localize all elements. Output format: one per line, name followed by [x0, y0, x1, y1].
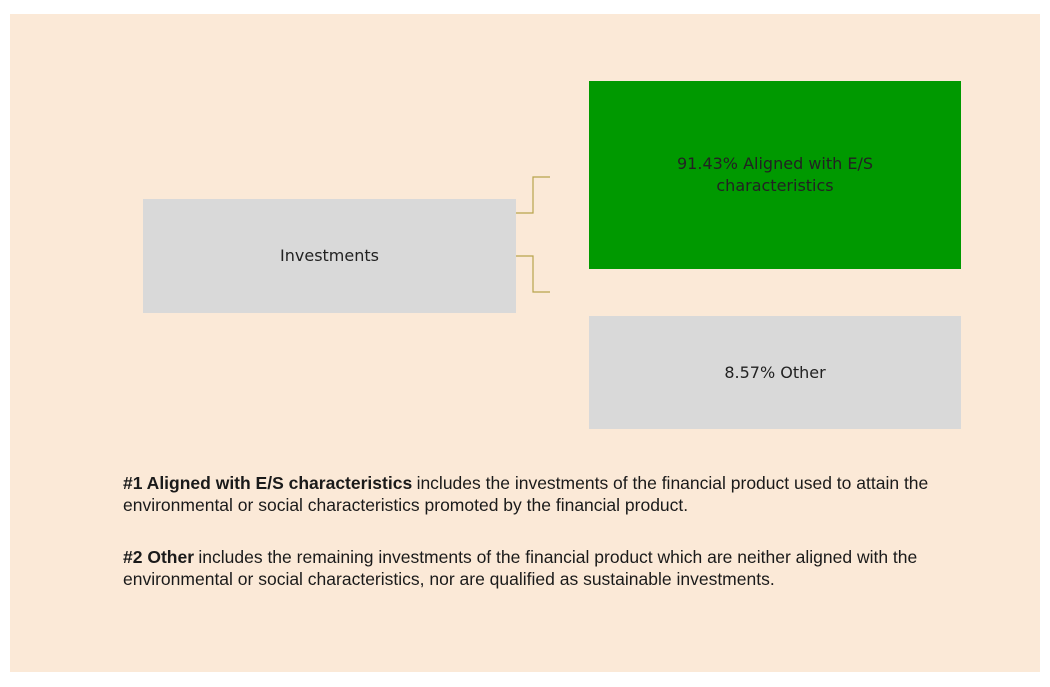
note: #1 Aligned with E/S characteristics inclu… — [123, 472, 1023, 516]
note-text: includes the investments of the financia… — [123, 473, 929, 515]
note: #2 Other includes the remaining investmen… — [123, 546, 1023, 590]
diagram-panel: Investments 91.43% Aligned with E/S char… — [10, 14, 1040, 672]
aligned-box: 91.43% Aligned with E/S characteristics — [589, 81, 961, 269]
node-label: Investments — [280, 246, 379, 265]
note-term: #2 Other — [123, 547, 194, 567]
other-box: 8.57% Other — [589, 316, 961, 429]
note-term: #1 Aligned with E/S characteristics — [123, 473, 413, 493]
connector-upper — [516, 176, 550, 214]
investments-box: Investments — [143, 199, 516, 313]
note-text: includes the remaining investments of th… — [123, 547, 918, 589]
connector-lower — [516, 255, 550, 293]
node-label: 8.57% Other — [724, 362, 826, 382]
connectors — [516, 176, 550, 293]
node-label: 91.43% Aligned with E/S characteristics — [677, 154, 873, 195]
